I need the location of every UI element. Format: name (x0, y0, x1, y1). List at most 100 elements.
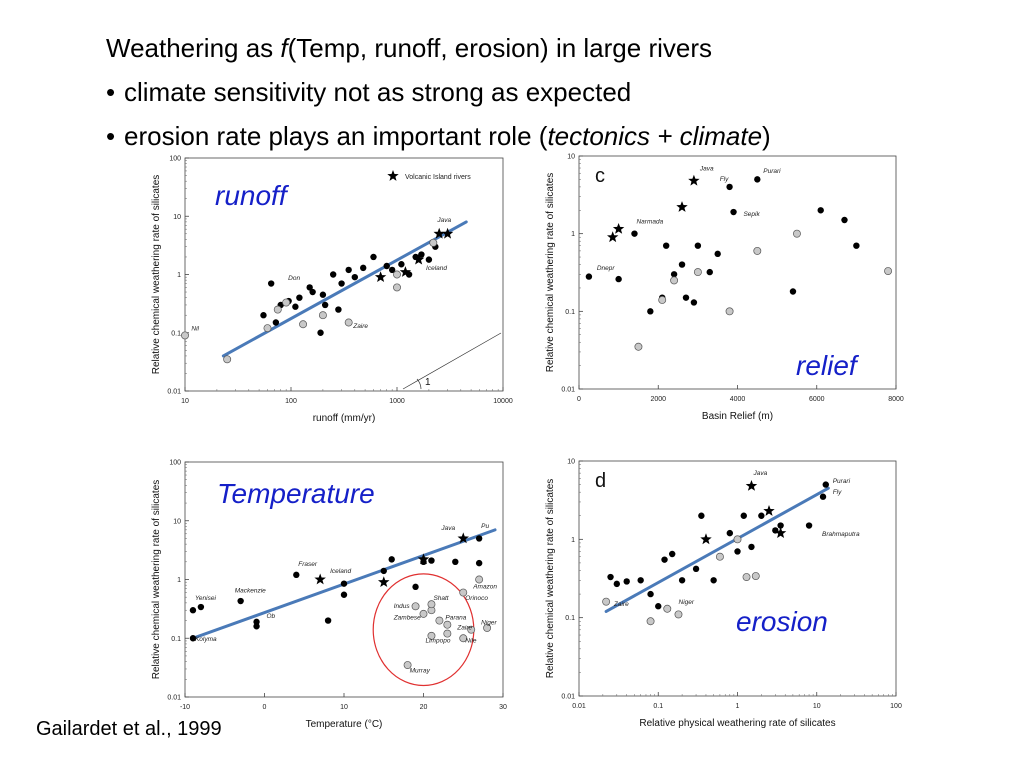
point-annotation: Parana (445, 614, 466, 621)
filled-point (324, 617, 332, 624)
open-point (602, 597, 611, 606)
filled-point (380, 567, 387, 575)
filled-point (475, 535, 483, 542)
filled-point (340, 591, 348, 598)
star-point (412, 253, 425, 265)
bullet-2-prefix: erosion rate plays an important role ( (124, 121, 548, 151)
filled-point (360, 264, 367, 272)
point-annotation: Niger (481, 620, 497, 627)
y-tick-label: 1 (571, 537, 575, 544)
point-annotation: Zaire (352, 323, 368, 330)
x-tick-label: 100 (285, 398, 297, 405)
filled-point (309, 288, 316, 296)
open-point (884, 267, 893, 276)
point-annotation: Brahmaputra (822, 531, 860, 538)
slope-line (402, 332, 502, 390)
bullet-2: • erosion rate plays an important role (t… (106, 114, 1006, 158)
open-point (419, 609, 428, 618)
filled-point (730, 208, 737, 216)
open-point (459, 634, 468, 643)
filled-point (647, 308, 654, 315)
slide-heading: Weathering as f(Temp, runoff, erosion) i… (106, 26, 1006, 158)
filled-point (777, 522, 784, 529)
point-annotation: Pu (481, 523, 489, 530)
y-tick-label: 10 (567, 459, 575, 466)
x-tick-label: 20 (420, 704, 428, 711)
x-tick-label: 0.01 (572, 703, 586, 710)
filled-point (267, 280, 275, 287)
legend-star-icon (387, 170, 399, 181)
point-annotation: Ob (267, 613, 276, 620)
y-tick-label: 1 (177, 577, 181, 584)
y-axis-label: Relative chemical weathering rate of sil… (151, 175, 162, 375)
filled-point (388, 266, 396, 274)
filled-point (669, 550, 676, 558)
filled-point (631, 230, 638, 237)
y-tick-label: 10 (173, 518, 181, 525)
filled-point (475, 559, 483, 567)
point-annotation: Yenisei (195, 595, 217, 602)
filled-point (726, 183, 733, 191)
filled-point (388, 556, 395, 563)
filled-point (613, 580, 621, 588)
star-point (745, 480, 758, 491)
star-point (314, 573, 326, 585)
chart-erosion-panel: 0.01 0.1 1 10 100 0.01 0.1 1 10 Relative physical… (545, 455, 915, 737)
point-annotation: Narmada (636, 219, 663, 226)
filled-point (698, 512, 705, 519)
overlay-temperature-label: Temperature (217, 478, 375, 509)
open-point (443, 620, 452, 629)
point-annotation: Purari (833, 478, 851, 485)
star-point (399, 266, 412, 277)
point-annotation: Java (436, 217, 451, 224)
point-annotation: Nile (465, 637, 477, 644)
bullet-2-emph: tectonics + climate (547, 121, 763, 151)
filled-point (425, 256, 433, 263)
chart-runoff: 10 100 1000 10000 0.01 0.1 1 10 100 runoff (mm/yr… (151, 156, 513, 425)
y-axis-label: Relative chemical weathering rate of sil… (545, 479, 556, 679)
y-tick-label: 0.01 (167, 695, 181, 702)
title-suffix: (Temp, runoff, erosion) in large rivers (287, 33, 712, 63)
filled-point (428, 557, 435, 564)
filled-point (740, 512, 747, 519)
filled-point (734, 548, 741, 555)
open-point (318, 311, 327, 320)
filled-point (197, 603, 205, 611)
x-tick-label: 10 (340, 704, 348, 711)
open-point (223, 355, 232, 364)
point-annotation: Iceland (330, 568, 351, 575)
overlay-runoff-label: runoff (215, 180, 287, 211)
x-axis-label: Temperature (°C) (306, 719, 383, 730)
filled-point (690, 299, 698, 306)
y-tick-label: 100 (169, 460, 181, 467)
filled-point (292, 303, 299, 310)
open-point (733, 535, 742, 544)
star-point (433, 227, 445, 239)
filled-point (383, 262, 390, 270)
slope-label: 1 (425, 377, 431, 388)
x-tick-label: 10 (181, 398, 189, 405)
point-annotation: Java (699, 166, 714, 173)
y-axis-label: Relative chemical weathering rate of sil… (151, 480, 162, 680)
point-annotation: Java (752, 470, 767, 477)
filled-point (412, 583, 419, 591)
star-point (700, 533, 712, 545)
open-point (393, 270, 401, 279)
fit-line (221, 220, 468, 358)
x-tick-label: 4000 (730, 396, 746, 403)
point-annotation: Zambese (393, 614, 421, 621)
filled-point (272, 319, 280, 326)
filled-point (623, 578, 630, 585)
bullet-1-text: climate sensitivity not as strong as exp… (124, 77, 632, 107)
slope-arc (416, 378, 422, 390)
open-point (715, 552, 724, 561)
point-annotation: Purari (763, 168, 781, 175)
x-axis-label: runoff (mm/yr) (313, 413, 376, 424)
overlay-erosion-label: erosion (736, 606, 828, 637)
open-point (181, 331, 189, 340)
filled-point (607, 573, 614, 581)
chart-relief-panel: 0 2000 4000 6000 8000 0.01 0.1 1 10 Basin Relief … (545, 152, 915, 437)
point-annotation: Zaire (456, 625, 472, 632)
filled-point (615, 275, 622, 283)
filled-point (710, 577, 717, 584)
